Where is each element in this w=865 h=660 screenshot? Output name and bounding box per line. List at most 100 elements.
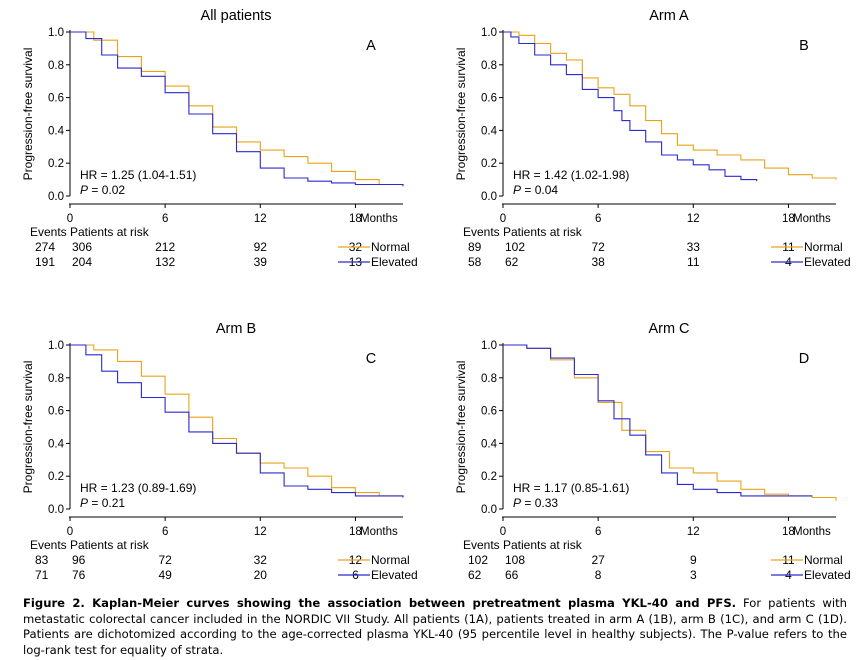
events-count: 89 <box>468 240 482 254</box>
y-tick-label: 0.8 <box>481 60 497 72</box>
p-symbol: P <box>80 496 88 510</box>
at-risk-value: 33 <box>687 240 701 254</box>
series-line-elevated <box>70 31 404 187</box>
x-tick-label: 12 <box>687 213 700 225</box>
panel-title: Arm B <box>216 321 256 337</box>
events-count: 274 <box>35 240 55 254</box>
x-tick-label: 0 <box>67 213 73 225</box>
at-risk-value: 49 <box>158 568 172 582</box>
x-tick-label: 12 <box>687 526 700 538</box>
hazard-ratio: HR = 1.42 (1.02-1.98) <box>513 168 629 182</box>
x-axis-unit: Months <box>360 526 398 538</box>
at-risk-value: 62 <box>505 255 519 269</box>
x-tick-label: 18 <box>782 526 795 538</box>
at-risk-value: 72 <box>158 553 172 567</box>
y-tick-label: 0.4 <box>481 125 498 137</box>
y-tick-label: 1.0 <box>48 27 64 39</box>
at-risk-value: 204 <box>72 255 92 269</box>
panel-b: Arm A B Progression-free survival 0.0 0.2 0.4… <box>454 8 851 269</box>
events-header: Events <box>463 538 500 552</box>
y-tick-label: 0.6 <box>481 93 497 105</box>
events-count: 191 <box>35 255 55 269</box>
panel-label: A <box>366 38 376 54</box>
at-risk-header: Patients at risk <box>503 225 583 239</box>
p-value: P = 0.04 <box>513 183 558 197</box>
legend-label-normal: Normal <box>371 553 410 567</box>
at-risk-value: 132 <box>155 255 175 269</box>
p-value: P = 0.02 <box>80 183 125 197</box>
y-tick-label: 0.4 <box>481 438 498 450</box>
y-tick-label: 0.2 <box>48 158 64 170</box>
y-tick-label: 0.0 <box>481 504 497 516</box>
x-tick-label: 0 <box>500 526 506 538</box>
p-value: P = 0.33 <box>513 496 558 510</box>
hazard-ratio: HR = 1.25 (1.04-1.51) <box>80 168 196 182</box>
figure-caption: Figure 2. Kaplan-Meier curves showing th… <box>23 596 847 658</box>
at-risk-header: Patients at risk <box>70 538 150 552</box>
caption-title: Figure 2. Kaplan-Meier curves showing th… <box>23 596 737 610</box>
legend-label-elevated: Elevated <box>371 568 418 582</box>
y-tick-label: 0.6 <box>48 93 64 105</box>
y-tick-label: 0.2 <box>481 471 497 483</box>
x-tick-label: 6 <box>162 526 168 538</box>
series-line-elevated <box>70 344 404 498</box>
at-risk-value: 27 <box>591 553 605 567</box>
at-risk-value: 306 <box>72 240 92 254</box>
series-line-elevated <box>503 344 813 497</box>
p-symbol: P <box>513 183 521 197</box>
x-tick-label: 18 <box>349 526 362 538</box>
caption-text: For patients with metastatic colorectal … <box>23 596 847 657</box>
panel-title: Arm C <box>648 321 689 337</box>
y-tick-label: 0.2 <box>481 158 497 170</box>
p-symbol: P <box>513 496 521 510</box>
p-value: P = 0.21 <box>80 496 125 510</box>
events-count: 83 <box>35 553 49 567</box>
legend-label-normal: Normal <box>371 240 410 254</box>
legend-label-elevated: Elevated <box>371 255 418 269</box>
events-header: Events <box>30 225 67 239</box>
x-tick-label: 6 <box>595 213 601 225</box>
y-tick-label: 0.0 <box>48 191 64 203</box>
p-value-text: = 0.02 <box>88 183 125 197</box>
x-tick-label: 6 <box>595 526 601 538</box>
panel-d: Arm C D Progression-free survival 0.0 0.2 0.4… <box>454 321 851 582</box>
x-tick-label: 12 <box>254 526 267 538</box>
y-tick-label: 0.6 <box>481 406 497 418</box>
at-risk-value: 102 <box>505 240 525 254</box>
events-count: 71 <box>35 568 49 582</box>
y-tick-label: 0.4 <box>48 438 65 450</box>
at-risk-value: 66 <box>505 568 519 582</box>
at-risk-value: 3 <box>690 568 697 582</box>
panel-title: Arm A <box>649 8 689 24</box>
y-axis-label: Progression-free survival <box>454 48 468 181</box>
x-tick-label: 0 <box>67 526 73 538</box>
p-value-text: = 0.33 <box>521 496 558 510</box>
at-risk-value: 32 <box>254 553 268 567</box>
x-tick-label: 0 <box>500 213 506 225</box>
events-count: 102 <box>468 553 488 567</box>
at-risk-value: 212 <box>155 240 175 254</box>
y-tick-label: 0.6 <box>48 406 64 418</box>
y-axis-label: Progression-free survival <box>454 361 468 494</box>
y-axis-label: Progression-free survival <box>21 48 35 181</box>
y-tick-label: 0.4 <box>48 125 65 137</box>
y-tick-label: 0.0 <box>481 191 497 203</box>
y-tick-label: 1.0 <box>481 27 497 39</box>
y-tick-label: 0.8 <box>48 373 64 385</box>
at-risk-header: Patients at risk <box>503 538 583 552</box>
panel-label: D <box>799 351 809 367</box>
km-figure: All patients A Progression-free survival 0.… <box>21 8 851 582</box>
y-tick-label: 1.0 <box>48 340 64 352</box>
series-line-normal <box>503 31 837 180</box>
panel-c: Arm B C Progression-free survival 0.0 0.2 0.4… <box>21 321 418 582</box>
events-header: Events <box>463 225 500 239</box>
x-axis-unit: Months <box>793 213 831 225</box>
y-tick-label: 0.2 <box>48 471 64 483</box>
x-tick-label: 6 <box>162 213 168 225</box>
series-line-elevated <box>503 31 758 182</box>
y-tick-label: 0.8 <box>48 60 64 72</box>
at-risk-value: 9 <box>690 553 697 567</box>
legend-label-normal: Normal <box>804 553 843 567</box>
series-line-normal <box>503 344 837 501</box>
at-risk-value: 76 <box>72 568 86 582</box>
